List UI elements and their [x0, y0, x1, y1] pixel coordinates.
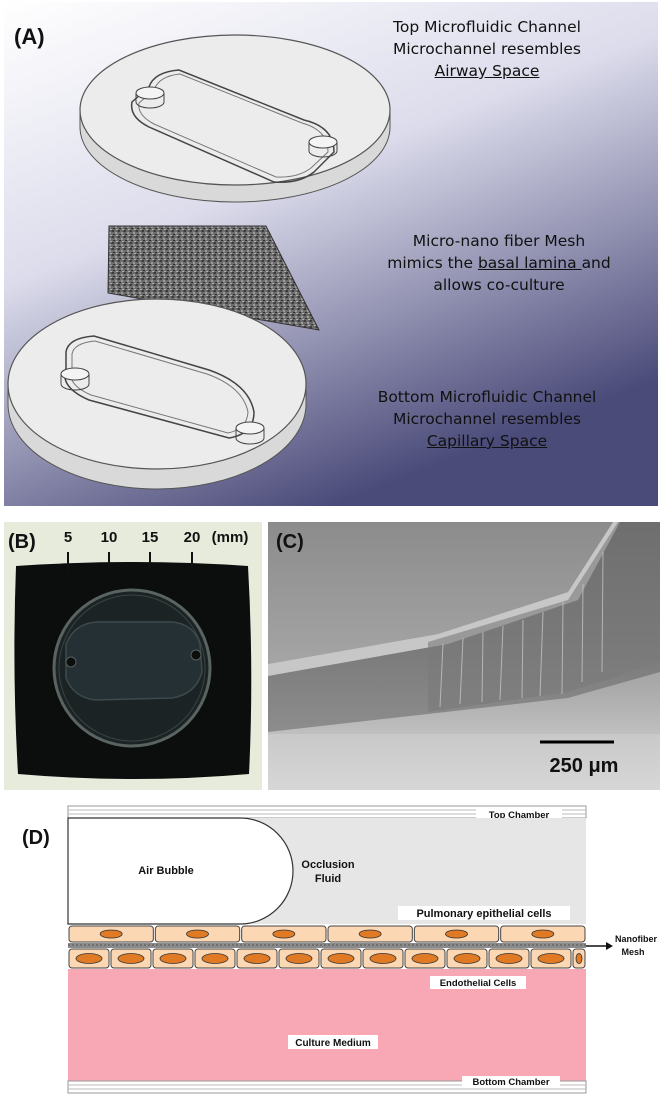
ruler-tick-5: 5 — [64, 529, 72, 546]
epithelial-layer — [68, 925, 586, 943]
airway-space-text: Airway Space — [434, 62, 540, 80]
top-channel-title: Top Microfluidic Channel — [393, 18, 581, 36]
endothelial-cell — [530, 948, 572, 969]
mesh-caption: Micro-nano fiber Mesh mimics the basal l… — [344, 230, 654, 296]
endothelial-cell — [278, 948, 320, 969]
endothelial-cell — [362, 948, 404, 969]
bottom-channel-caption: Bottom Microfluidic Channel Microchannel… — [322, 386, 652, 452]
culture-medium-label: Culture Medium — [295, 1038, 371, 1049]
panel-a-label: (A) — [14, 24, 45, 49]
epithelial-cell — [500, 925, 586, 943]
epithelial-cell — [241, 925, 327, 943]
ruler-unit: (mm) — [212, 529, 249, 546]
basal-lamina-text: basal lamina — [477, 254, 582, 272]
bottom-microfluidic-disk — [7, 298, 307, 490]
device-photo: 5 10 15 20 (mm) (B) — [4, 522, 262, 790]
endothelial-cell — [488, 948, 530, 969]
nanofiber-mesh-sheet — [107, 225, 320, 331]
ruler-tick-10: 10 — [101, 529, 118, 546]
endothelial-cell — [152, 948, 194, 969]
endothelial-cell — [320, 948, 362, 969]
top-chamber-label: Top Chamber — [489, 810, 550, 821]
air-bubble-label: Air Bubble — [138, 865, 194, 877]
epithelial-cell — [413, 925, 500, 943]
nanofiber-label-line1: Nanofiber — [615, 934, 658, 944]
endothelial-cell — [194, 948, 236, 969]
top-channel-line2: Microchannel resembles — [392, 40, 581, 58]
cell-culture-schematic: Top Chamber Air Bubble Occlusion Fluid P… — [22, 805, 658, 1094]
mesh-line2: mimics the basal lamina and — [344, 252, 654, 274]
mesh-line3: allows co-culture — [433, 276, 565, 294]
panel-b-label: (B) — [8, 531, 36, 553]
endothelial-cell — [572, 948, 586, 969]
occlusion-label-line1: Occlusion — [301, 859, 354, 871]
epithelial-cell — [327, 925, 413, 943]
panel-a: (A) Top Microfluidic Channel Microchanne… — [4, 2, 658, 506]
panel-d-label: (D) — [22, 827, 50, 849]
top-microfluidic-disk — [79, 34, 391, 203]
capillary-space-text: Capillary Space — [426, 432, 548, 450]
panel-b: 5 10 15 20 (mm) (B) — [4, 522, 262, 790]
endothelial-label: Endothelial Cells — [440, 978, 517, 989]
bottom-channel-line2: Microchannel resembles — [392, 410, 581, 428]
panel-c: 250 μm (C) — [268, 522, 660, 790]
air-bubble — [67, 817, 294, 925]
endothelial-cell — [404, 948, 446, 969]
nanofiber-mesh-strip — [68, 943, 586, 948]
endothelial-cell — [236, 948, 278, 969]
sem-image: 250 μm (C) — [268, 522, 660, 790]
ruler-tick-20: 20 — [184, 529, 201, 546]
endothelial-layer — [68, 948, 586, 969]
occlusion-label-line2: Fluid — [315, 873, 341, 885]
endothelial-cell — [68, 948, 110, 969]
bottom-channel-title: Bottom Microfluidic Channel — [377, 388, 597, 406]
epithelial-cell — [154, 925, 241, 943]
endothelial-cell — [446, 948, 488, 969]
epithelial-label: Pulmonary epithelial cells — [416, 908, 551, 920]
mesh-line2-suffix: and — [581, 254, 611, 272]
panel-d: Top Chamber Air Bubble Occlusion Fluid P… — [0, 796, 666, 1102]
scale-bar-label: 250 μm — [550, 755, 619, 777]
panel-a-illustration — [4, 2, 658, 506]
bottom-chamber-wall — [67, 1080, 587, 1094]
endothelial-cell — [110, 948, 152, 969]
bottom-chamber-label: Bottom Chamber — [472, 1077, 549, 1088]
ruler-tick-15: 15 — [142, 529, 159, 546]
top-channel-caption: Top Microfluidic Channel Microchannel re… — [332, 16, 642, 82]
panel-c-label: (C) — [276, 531, 304, 553]
mesh-line1: Micro-nano fiber Mesh — [412, 232, 586, 250]
mesh-line2-prefix: mimics the — [387, 254, 478, 272]
epithelial-cell — [68, 925, 154, 943]
nanofiber-label-line2: Mesh — [621, 947, 644, 957]
